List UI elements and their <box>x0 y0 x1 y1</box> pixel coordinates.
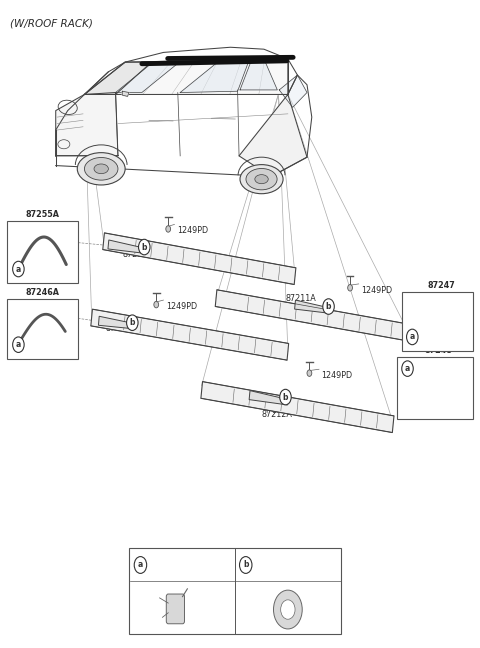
Circle shape <box>53 234 63 248</box>
Circle shape <box>407 329 418 345</box>
Polygon shape <box>409 303 469 344</box>
Text: 1249PD: 1249PD <box>322 371 352 380</box>
Circle shape <box>12 337 24 353</box>
FancyBboxPatch shape <box>402 292 473 351</box>
Circle shape <box>307 370 312 376</box>
Text: a: a <box>405 364 410 373</box>
Circle shape <box>348 284 352 291</box>
FancyBboxPatch shape <box>129 548 341 634</box>
Circle shape <box>280 389 291 405</box>
Text: b: b <box>326 302 331 311</box>
Text: b: b <box>243 561 249 570</box>
Polygon shape <box>249 391 288 405</box>
Polygon shape <box>408 373 466 411</box>
Ellipse shape <box>240 165 283 194</box>
Polygon shape <box>279 75 307 108</box>
Text: 1327AC: 1327AC <box>34 234 65 243</box>
Text: 87293B: 87293B <box>255 561 286 570</box>
Ellipse shape <box>77 153 125 185</box>
Text: 87288A: 87288A <box>271 406 302 415</box>
FancyBboxPatch shape <box>397 357 473 419</box>
Text: 1327AC: 1327AC <box>34 309 65 318</box>
FancyBboxPatch shape <box>7 221 78 283</box>
Ellipse shape <box>84 157 118 180</box>
Circle shape <box>12 261 24 277</box>
Circle shape <box>139 239 150 255</box>
Polygon shape <box>103 233 296 284</box>
Text: 87255A: 87255A <box>25 210 60 219</box>
Circle shape <box>402 361 413 376</box>
Text: (W/ROOF RACK): (W/ROOF RACK) <box>10 19 93 29</box>
Polygon shape <box>108 240 142 253</box>
Polygon shape <box>98 316 132 329</box>
Text: b: b <box>142 242 147 251</box>
Circle shape <box>53 309 63 323</box>
Polygon shape <box>240 59 277 90</box>
Circle shape <box>274 590 302 629</box>
Polygon shape <box>116 64 178 93</box>
Text: 1249PD: 1249PD <box>177 226 208 235</box>
Text: a: a <box>16 340 21 349</box>
Circle shape <box>127 315 138 330</box>
Text: 87211A: 87211A <box>286 294 316 303</box>
Text: a: a <box>409 332 415 341</box>
Polygon shape <box>180 59 250 93</box>
Polygon shape <box>201 382 394 433</box>
Circle shape <box>323 299 334 314</box>
Polygon shape <box>122 91 129 97</box>
Ellipse shape <box>255 174 268 183</box>
Text: 87248: 87248 <box>425 346 453 355</box>
Circle shape <box>281 600 295 619</box>
Polygon shape <box>84 62 152 95</box>
Circle shape <box>240 557 252 573</box>
Polygon shape <box>239 95 307 176</box>
Circle shape <box>154 301 158 308</box>
Ellipse shape <box>246 168 277 190</box>
Text: a: a <box>138 561 143 570</box>
Polygon shape <box>91 309 288 360</box>
Circle shape <box>134 557 147 573</box>
Text: b: b <box>283 393 288 402</box>
Polygon shape <box>56 93 118 156</box>
FancyBboxPatch shape <box>7 299 78 359</box>
Text: 87247: 87247 <box>427 281 455 290</box>
Circle shape <box>166 226 170 232</box>
Text: 87285A: 87285A <box>123 249 154 259</box>
Ellipse shape <box>94 164 108 174</box>
Text: 1249PD: 1249PD <box>361 286 392 295</box>
Text: b: b <box>130 318 135 327</box>
Text: a: a <box>16 264 21 273</box>
FancyBboxPatch shape <box>166 594 184 624</box>
Polygon shape <box>84 59 288 95</box>
Text: 87212A: 87212A <box>262 410 292 419</box>
Text: 87246A: 87246A <box>25 288 60 297</box>
Polygon shape <box>215 290 408 341</box>
Text: 87286A: 87286A <box>106 324 137 333</box>
Text: 87287A: 87287A <box>307 311 338 320</box>
Text: 87715G: 87715G <box>150 561 181 570</box>
Text: 1249PD: 1249PD <box>166 302 197 311</box>
Polygon shape <box>295 300 329 313</box>
